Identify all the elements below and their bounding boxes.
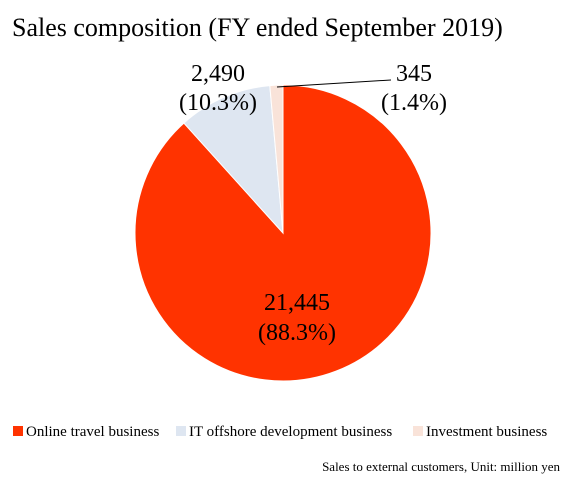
legend-swatch-online-travel — [13, 426, 23, 436]
legend-label-investment: Investment business — [426, 424, 547, 440]
pie-slices — [134, 84, 432, 382]
data-label-percent-investment: (1.4%) — [381, 90, 447, 116]
legend-label-it-offshore: IT offshore development business — [189, 424, 392, 440]
data-label-value-it-offshore: 2,490 — [191, 61, 245, 87]
pie-slice-it-offshore — [183, 85, 284, 235]
pie-data-labels: 2,490 (10.3%) 345 (1.4%) 21,445 (88.3%) — [179, 61, 447, 346]
pie-slice-investment — [269, 84, 284, 234]
chart-title: Sales composition (FY ended September 20… — [12, 13, 503, 42]
legend-swatch-investment — [413, 426, 423, 436]
legend-label-online-travel: Online travel business — [26, 424, 159, 440]
data-label-percent-online-travel: (88.3%) — [258, 320, 336, 346]
legend: Online travel business IT offshore devel… — [13, 424, 547, 440]
data-label-value-investment: 345 — [396, 61, 432, 87]
leader-line-investment — [276, 79, 392, 88]
legend-swatch-it-offshore — [176, 426, 186, 436]
data-label-percent-it-offshore: (10.3%) — [179, 90, 257, 116]
chart-footnote: Sales to external customers, Unit: milli… — [322, 459, 560, 474]
data-label-value-online-travel: 21,445 — [264, 290, 330, 316]
